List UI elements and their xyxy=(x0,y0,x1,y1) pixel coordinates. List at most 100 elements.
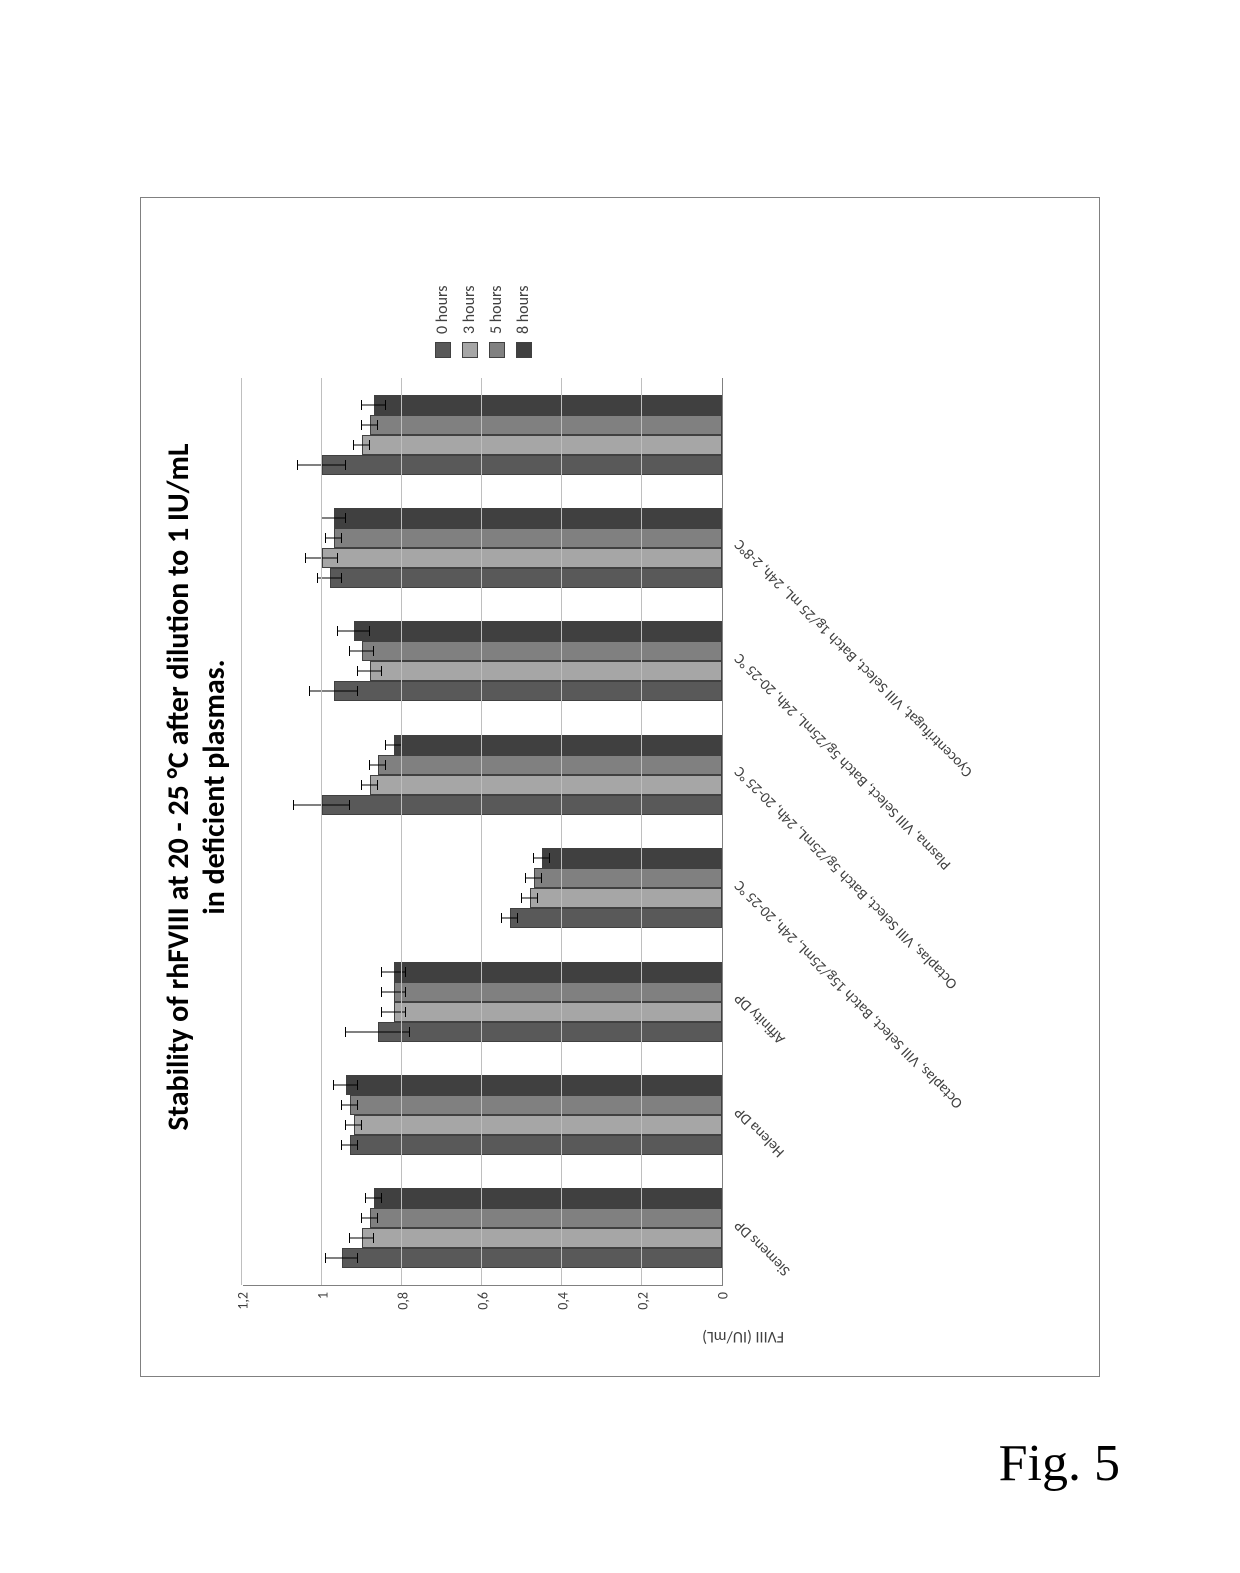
legend-swatch xyxy=(462,342,478,358)
error-cap xyxy=(361,1119,362,1129)
bar xyxy=(334,528,722,548)
error-cap xyxy=(353,439,354,449)
error-cap xyxy=(345,1026,346,1036)
error-cap xyxy=(381,966,382,976)
bar-group xyxy=(243,378,722,491)
error-bar xyxy=(338,630,370,631)
bar xyxy=(370,1208,722,1228)
bar-group xyxy=(243,604,722,717)
error-bar xyxy=(346,1124,362,1125)
grid-line xyxy=(641,378,642,1285)
error-cap xyxy=(337,553,338,563)
bar-wrap xyxy=(354,621,722,641)
grid-line xyxy=(561,378,562,1285)
error-cap xyxy=(345,459,346,469)
error-cap xyxy=(345,513,346,523)
bar xyxy=(534,868,722,888)
plot-and-categories: Siemens DPHelena DPAffinity DPOctaplas, … xyxy=(243,378,983,1286)
error-bar xyxy=(358,670,382,671)
error-cap xyxy=(365,1193,366,1203)
error-cap xyxy=(357,1099,358,1109)
bar-groups xyxy=(243,378,722,1285)
error-bar xyxy=(526,877,542,878)
bar-group xyxy=(243,491,722,604)
bar xyxy=(370,661,722,681)
error-bar xyxy=(362,784,378,785)
category-label: Helena DP xyxy=(723,1059,983,1173)
error-bar xyxy=(350,650,374,651)
bar xyxy=(334,508,722,528)
error-cap xyxy=(549,853,550,863)
error-cap xyxy=(349,646,350,656)
error-bar xyxy=(382,1011,406,1012)
error-cap xyxy=(297,459,298,469)
y-tick-label: 0,2 xyxy=(635,1292,652,1310)
bar-group xyxy=(243,1058,722,1171)
legend-label: 3 hours xyxy=(460,285,479,334)
error-bar xyxy=(522,897,538,898)
bar-wrap xyxy=(322,454,722,474)
error-bar xyxy=(326,1257,358,1258)
category-label: Siemens DP xyxy=(723,1172,983,1286)
y-tick-label: 0,8 xyxy=(395,1292,412,1310)
error-bar xyxy=(534,857,550,858)
bar-wrap xyxy=(346,1074,722,1094)
bar-wrap xyxy=(370,661,722,681)
bar xyxy=(374,394,722,414)
error-cap xyxy=(409,1026,410,1036)
legend-swatch xyxy=(435,342,451,358)
error-cap xyxy=(537,893,538,903)
error-bar xyxy=(294,804,350,805)
error-bar xyxy=(342,1144,358,1145)
bar-wrap xyxy=(362,1228,722,1248)
error-bar xyxy=(382,991,406,992)
bar xyxy=(350,1134,722,1154)
figure-caption: Fig. 5 xyxy=(999,1434,1120,1493)
error-cap xyxy=(541,873,542,883)
bar xyxy=(350,1094,722,1114)
error-cap xyxy=(357,666,358,676)
error-bar xyxy=(342,1104,358,1105)
bar-wrap xyxy=(322,548,722,568)
error-cap xyxy=(385,399,386,409)
bar-wrap xyxy=(370,774,722,794)
category-labels: Siemens DPHelena DPAffinity DPOctaplas, … xyxy=(723,378,983,1286)
error-bar xyxy=(362,404,386,405)
bar xyxy=(394,734,722,754)
error-cap xyxy=(349,799,350,809)
error-bar xyxy=(386,744,402,745)
error-cap xyxy=(381,666,382,676)
bar xyxy=(322,794,722,814)
bar xyxy=(394,961,722,981)
error-cap xyxy=(341,573,342,583)
error-bar xyxy=(306,557,338,558)
bar xyxy=(394,981,722,1001)
error-cap xyxy=(521,893,522,903)
error-cap xyxy=(341,533,342,543)
bar xyxy=(322,454,722,474)
error-cap xyxy=(317,573,318,583)
bar xyxy=(342,1248,722,1268)
y-tick-label: 1 xyxy=(315,1292,332,1299)
bar-wrap xyxy=(330,568,722,588)
error-bar xyxy=(298,464,346,465)
error-cap xyxy=(381,1193,382,1203)
bar-wrap xyxy=(510,908,722,928)
error-cap xyxy=(341,1139,342,1149)
category-label-text: Affinity DP xyxy=(731,989,789,1047)
legend-label: 5 hours xyxy=(487,285,506,334)
bar xyxy=(354,621,722,641)
error-cap xyxy=(525,873,526,883)
error-cap xyxy=(293,799,294,809)
chart-body: FVIII (IU/mL) 00,20,40,60,811,2 Siemens … xyxy=(243,228,983,1346)
bar-wrap xyxy=(334,681,722,701)
error-cap xyxy=(361,399,362,409)
error-cap xyxy=(305,553,306,563)
bar-group xyxy=(243,831,722,944)
error-cap xyxy=(373,646,374,656)
bar-wrap xyxy=(394,734,722,754)
bar xyxy=(346,1074,722,1094)
legend-swatch xyxy=(489,342,505,358)
bar-wrap xyxy=(362,641,722,661)
bar xyxy=(510,908,722,928)
